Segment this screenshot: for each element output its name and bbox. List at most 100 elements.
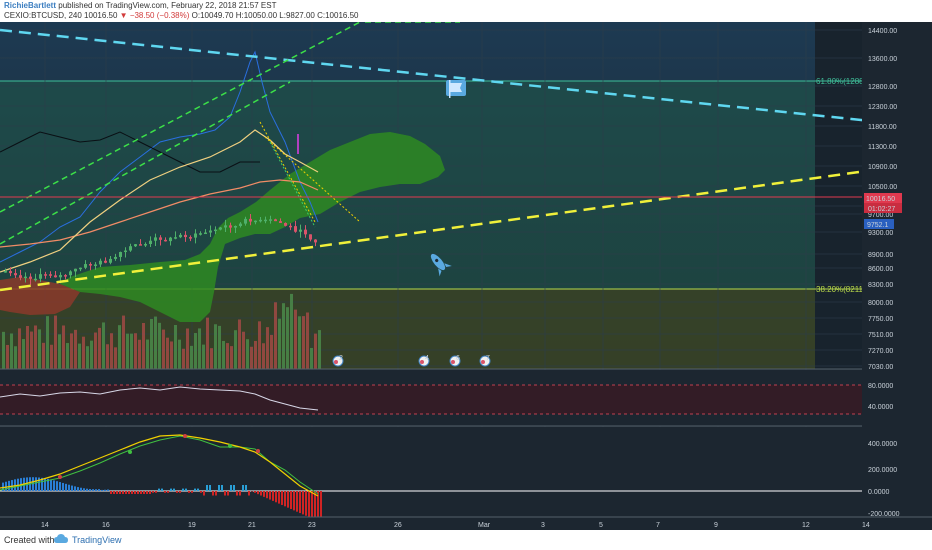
time-axis[interactable]: [0, 517, 932, 530]
macd-hist-bar: [65, 483, 67, 491]
macd-hist-bar: [293, 491, 295, 511]
event-marker-dot: [420, 360, 424, 364]
lagging-span: [0, 50, 319, 263]
symbol-line: CEXIO:BTCUSD, 240 10016.50 ▼ −38.50 (−0.…: [4, 11, 358, 21]
price-tick-label: 9700.00: [868, 212, 893, 219]
candle-body: [94, 264, 97, 266]
macd-hist-bar: [227, 491, 229, 496]
volume-bar: [50, 344, 53, 369]
publish-line: RichieBartlett published on TradingView.…: [4, 1, 276, 11]
flag-icon[interactable]: [446, 80, 466, 98]
tradingview-cloud-icon: [54, 534, 68, 543]
green-channel-line-bottom[interactable]: [0, 81, 291, 245]
fib-zone-upper: [0, 81, 815, 289]
volume-bar: [102, 322, 105, 369]
macd-hist-bar: [146, 491, 148, 494]
price-axis[interactable]: [862, 22, 932, 530]
candle-body: [284, 222, 287, 226]
candle-body: [89, 264, 92, 266]
candle-body: [4, 271, 7, 273]
macd-hist-bar: [311, 491, 313, 519]
moving-average-long: [0, 179, 319, 248]
rsi-line: [0, 386, 319, 411]
macd-hist-bar: [257, 491, 259, 495]
price-tick-label: 10900.00: [868, 164, 897, 171]
event-marker-count: 2: [339, 355, 343, 362]
price-tick-label: 7270.00: [868, 348, 893, 355]
green-channel-line-top[interactable]: [0, 22, 361, 213]
candle-body: [34, 278, 37, 281]
candle-body: [114, 256, 117, 259]
volume-bar: [222, 340, 225, 369]
candle-body: [209, 230, 212, 233]
price-tick-label: 12300.00: [868, 104, 897, 111]
volume-bar: [170, 341, 173, 369]
candle-body: [39, 274, 42, 279]
volume-bar: [78, 343, 81, 369]
macd-hist-bar: [89, 488, 91, 491]
volume-bar: [22, 339, 25, 369]
rsi-band: [0, 385, 862, 414]
macd-hist-bar: [290, 491, 292, 509]
wedge-line-green[interactable]: [269, 141, 316, 228]
candle-body: [174, 237, 177, 239]
wedge-line-lower[interactable]: [264, 136, 361, 223]
macd-hist-bar: [317, 491, 319, 522]
tradingview-brand[interactable]: TradingView: [72, 535, 122, 545]
volume-bar: [70, 333, 73, 369]
event-marker-dot: [481, 360, 485, 364]
macd-hist-bar: [44, 478, 46, 491]
candle-body: [99, 260, 102, 265]
price-tick-label: 8000.00: [868, 300, 893, 307]
macd-hist-bar: [41, 477, 43, 491]
wedge-line-upper[interactable]: [259, 121, 316, 223]
price-tick-label: 11300.00: [868, 144, 897, 151]
volume-bar: [86, 346, 89, 369]
author-name[interactable]: RichieBartlett: [4, 1, 57, 10]
time-tick-label: Mar: [478, 522, 491, 529]
volume-bar: [278, 318, 281, 369]
chart-area[interactable]: 2 4 6 7 61.80%(12883.63) 38.20%(8211.59) 14…: [0, 22, 932, 530]
cyan-downtrend-line[interactable]: [0, 28, 881, 124]
time-tick-label: 7: [656, 522, 660, 529]
candle-body: [19, 275, 22, 278]
macd-hist-bar: [59, 482, 61, 491]
event-markers[interactable]: 2 4 6 7: [332, 355, 491, 367]
volume-bar: [246, 339, 249, 369]
volume-bar: [202, 344, 205, 369]
macd-hist-bar: [320, 491, 322, 523]
macd-hist-bar: [38, 477, 40, 491]
price-tag-timer-text: 01:02:27: [868, 206, 895, 213]
candle-body: [69, 271, 72, 276]
volume-bar: [198, 328, 201, 369]
volume-bar: [310, 347, 313, 369]
volume-bar: [174, 324, 177, 369]
macd-hist-bar: [248, 491, 250, 496]
candle-body: [274, 219, 277, 222]
macd-hist-bar: [233, 485, 235, 491]
macd-axis-label: 200.0000: [868, 467, 897, 474]
volume-bar: [94, 332, 97, 369]
price-tick-label: 13600.00: [868, 56, 897, 63]
chart-canvas[interactable]: 2 4 6 7 61.80%(12883.63) 38.20%(8211.59) 14…: [0, 22, 932, 530]
candle-body: [139, 244, 142, 246]
volume-bar: [190, 345, 193, 369]
candle-body: [214, 229, 217, 232]
macd-hist-bar: [299, 491, 301, 514]
macd-hist-bar: [245, 485, 247, 491]
volume-bar: [90, 340, 93, 369]
volume-bar: [166, 337, 169, 369]
macd-hist-bar: [119, 491, 121, 494]
candle-body: [79, 267, 82, 270]
volume-bar: [226, 343, 229, 369]
rocket-icon[interactable]: [425, 249, 452, 277]
yellow-uptrend-line[interactable]: [0, 160, 932, 292]
volume-bar: [34, 325, 37, 369]
last-price: 10016.50: [84, 11, 118, 20]
price-change: −38.50 (−0.38%): [129, 11, 190, 20]
volume-bar: [318, 330, 321, 369]
time-tick-label: 16: [102, 522, 110, 529]
event-marker-count: 6: [456, 355, 460, 362]
volume-bar: [158, 322, 161, 369]
price-candles: [4, 134, 317, 285]
